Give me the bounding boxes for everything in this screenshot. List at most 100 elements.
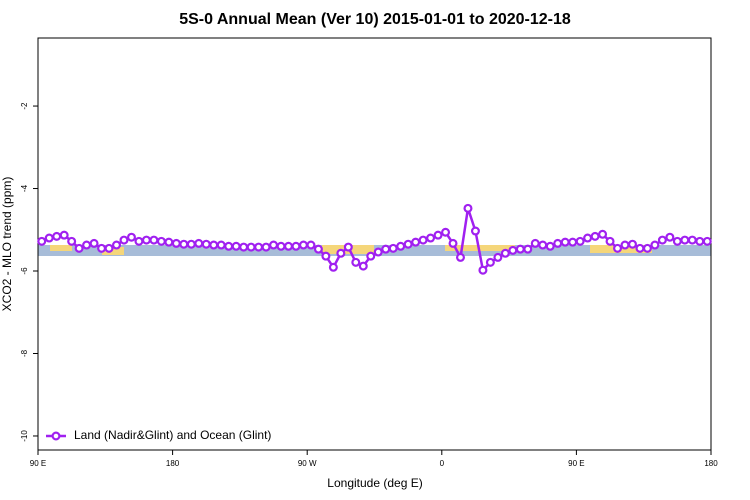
data-point [695,236,705,246]
data-point [515,244,525,254]
data-point [560,237,570,247]
data-point [119,235,129,245]
data-point [470,226,480,236]
legend-label: Land (Nadir&Glint) and Ocean (Glint) [74,428,271,442]
y-tick-label: -8 [20,349,29,357]
data-point [321,251,331,261]
data-point [231,241,241,251]
data-point [156,236,166,246]
data-point [665,232,675,242]
data-point [276,241,286,251]
data-point [358,261,368,271]
data-point [149,235,159,245]
data-point [478,265,488,275]
data-point [627,239,637,249]
data-point [336,248,346,258]
chart-title: 5S-0 Annual Mean (Ver 10) 2015-01-01 to … [179,11,571,28]
data-point [194,238,204,248]
data-point [590,231,600,241]
data-point [650,240,660,250]
data-point [298,240,308,250]
data-point [209,240,219,250]
data-point [239,242,249,252]
y-tick-label: -6 [20,267,29,275]
data-point [201,239,211,249]
data-point [52,231,62,241]
data-point [59,230,69,240]
data-point [104,243,114,253]
y-tick-label: -2 [20,102,29,110]
data-point [89,238,99,248]
data-point [455,252,465,262]
y-tick-label: -10 [20,430,29,442]
data-point [37,236,47,246]
data-point [328,262,338,272]
data-point [545,241,555,251]
data-point [44,233,54,243]
data-point [433,230,443,240]
data-point [485,257,495,267]
data-point [82,240,92,250]
data-point [388,243,398,253]
data-point [463,203,473,213]
x-tick-label: 90 E [30,459,46,468]
data-point [306,240,316,250]
data-point [373,247,383,257]
data-point [134,236,144,246]
data-point [657,235,667,245]
data-point [687,235,697,245]
data-point [112,240,122,250]
data-point [246,242,256,252]
data-point [396,241,406,251]
data-point [500,248,510,258]
data-point [261,242,271,252]
data-point [164,237,174,247]
data-point [291,241,301,251]
data-point [553,238,563,248]
data-point [67,236,77,246]
data-point [620,240,630,250]
data-point [441,227,451,237]
data-point [97,243,107,253]
data-point [680,235,690,245]
data-point [269,240,279,250]
data-point [366,251,376,261]
data-point [508,245,518,255]
data-point [381,244,391,254]
data-point [598,229,608,239]
data-point [343,242,353,252]
data-point [418,235,428,245]
data-point [575,236,585,246]
data-point [426,233,436,243]
data-point [568,237,578,247]
data-point [538,240,548,250]
x-tick-label: 0 [440,459,445,468]
data-point [254,242,264,252]
data-point [583,233,593,243]
data-point [702,236,712,246]
x-tick-label: 90 W [298,459,317,468]
data-point [642,243,652,253]
data-point [635,243,645,253]
data-point [605,236,615,246]
y-axis-label: XCO2 - MLO trend (ppm) [0,177,14,312]
data-point [351,257,361,267]
data-point [493,252,503,262]
x-axis-label: Longitude (deg E) [327,476,422,490]
x-tick-label: 180 [704,459,718,468]
data-point [284,241,294,251]
data-point [171,238,181,248]
data-point [672,236,682,246]
data-point [448,238,458,248]
data-point [179,239,189,249]
plot-frame [37,37,712,451]
data-point [613,243,623,253]
x-tick-label: 180 [166,459,180,468]
y-tick-label: -4 [20,184,29,192]
data-point [224,241,234,251]
data-point [216,240,226,250]
data-point [74,243,84,253]
data-point [523,244,533,254]
data-point [403,239,413,249]
